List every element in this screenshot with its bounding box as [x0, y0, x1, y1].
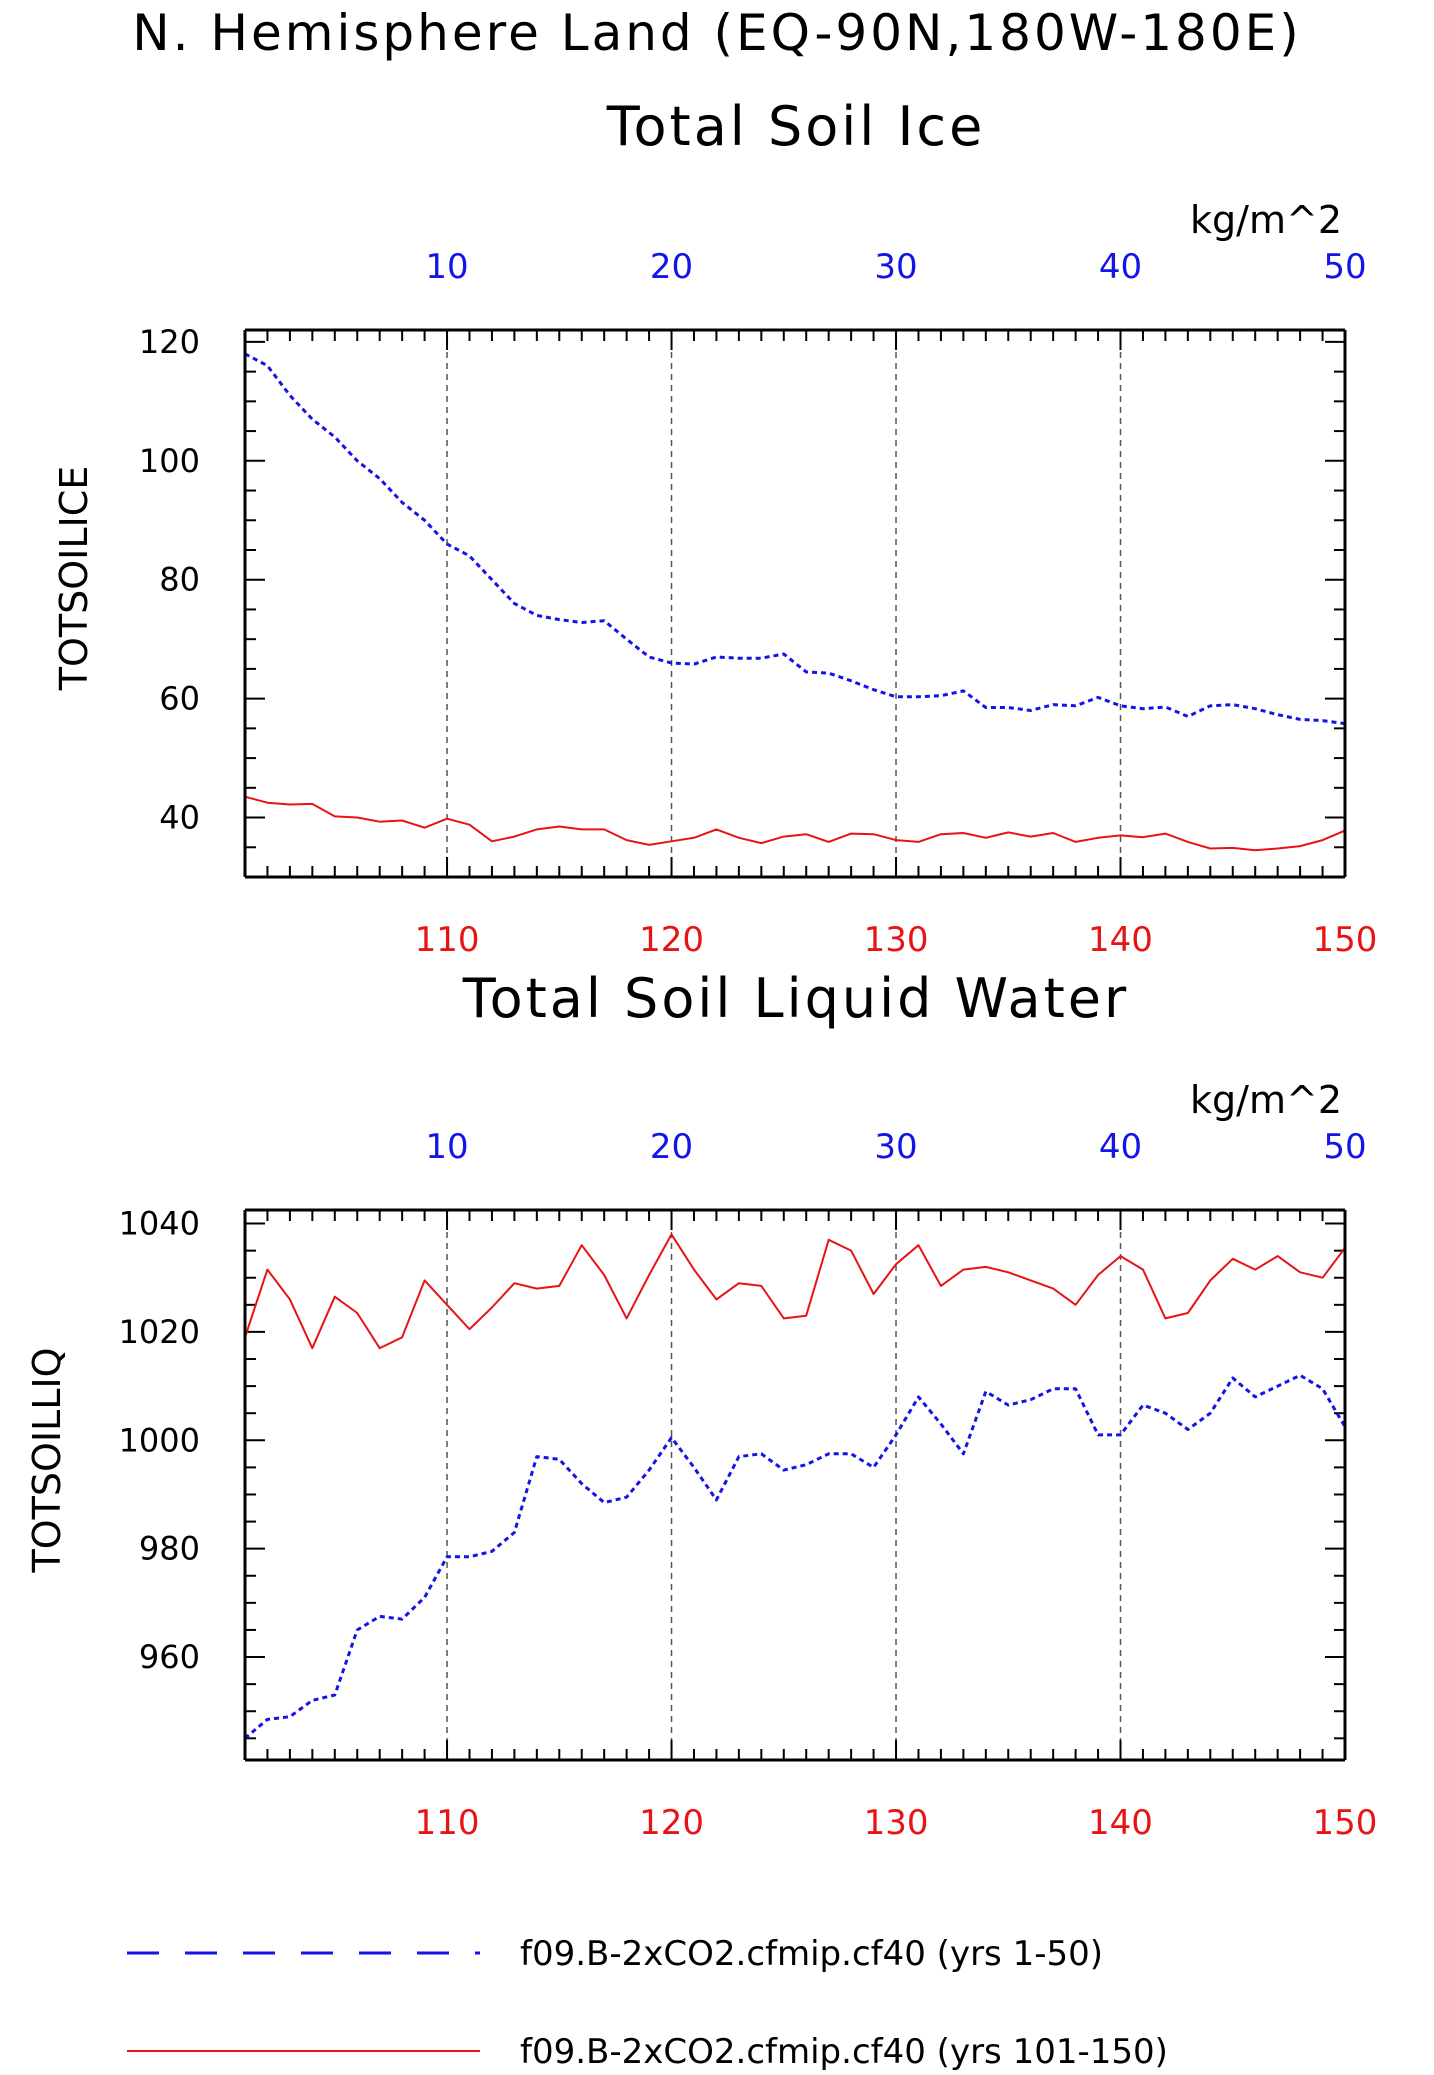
y-tick-label: 960 — [139, 1638, 200, 1676]
panel-title: Total Soil Ice — [606, 95, 986, 158]
x-bottom-tick-label: 110 — [415, 920, 480, 960]
x-bottom-tick-label: 140 — [1088, 1803, 1153, 1843]
legend-entry-label: f09.B-2xCO2.cfmip.cf40 (yrs 1-50) — [520, 1934, 1103, 1974]
series-line-yrs-101-150 — [244, 1233, 1346, 1350]
panel-total-soil-ice: Total Soil Ice kg/m^2 TOTSOILICE 10 20 30 4… — [52, 95, 1377, 960]
x-top-tick-label: 10 — [425, 1127, 468, 1167]
x-top-tick-label: 40 — [1099, 247, 1142, 287]
panel-title: Total Soil Liquid Water — [462, 967, 1129, 1030]
x-bottom-tick-label: 110 — [415, 1803, 480, 1843]
units-label: kg/m^2 — [1190, 198, 1342, 242]
x-top-tick-label: 10 — [425, 247, 468, 287]
x-top-tick-label: 50 — [1323, 247, 1366, 287]
x-top-tick-label: 30 — [874, 247, 917, 287]
x-bottom-tick-label: 120 — [639, 920, 704, 960]
y-tick-label: 1020 — [119, 1313, 200, 1351]
x-top-tick-label: 40 — [1099, 1127, 1142, 1167]
x-top-tick-label: 50 — [1323, 1127, 1366, 1167]
series-line-yrs-1-50 — [244, 352, 1346, 726]
x-bottom-tick-label: 120 — [639, 1803, 704, 1843]
x-top-tick-label: 20 — [650, 247, 693, 287]
y-axis-label: TOTSOILLIQ — [25, 1347, 69, 1573]
y-tick-label: 1000 — [119, 1421, 200, 1459]
y-tick-label: 1040 — [119, 1205, 200, 1243]
y-tick-label: 80 — [159, 561, 200, 599]
y-tick-label: 40 — [159, 799, 200, 837]
y-axis-label: TOTSOILICE — [52, 466, 96, 692]
x-top-tick-label: 20 — [650, 1127, 693, 1167]
x-bottom-tick-label: 130 — [864, 920, 929, 960]
y-tick-label: 100 — [139, 442, 200, 480]
legend: f09.B-2xCO2.cfmip.cf40 (yrs 1-50) f09.B-… — [127, 1934, 1168, 2072]
legend-entry-label: f09.B-2xCO2.cfmip.cf40 (yrs 101-150) — [520, 2032, 1168, 2072]
panel-total-soil-liquid-water: Total Soil Liquid Water kg/m^2 TOTSOILLI… — [25, 967, 1377, 1843]
units-label: kg/m^2 — [1190, 1078, 1342, 1122]
x-bottom-tick-label: 150 — [1313, 920, 1378, 960]
x-bottom-tick-label: 150 — [1313, 1803, 1378, 1843]
x-bottom-tick-label: 140 — [1088, 920, 1153, 960]
plot-area: 10 20 30 40 50 110 120 130 140 150 40 60 80 100 120 — [139, 247, 1378, 960]
figure-title: N. Hemisphere Land (EQ-90N,180W-180E) — [132, 4, 1302, 62]
y-tick-label: 60 — [159, 680, 200, 718]
y-tick-label: 980 — [139, 1530, 200, 1568]
series-line-yrs-1-50 — [244, 1373, 1347, 1740]
x-top-tick-label: 30 — [874, 1127, 917, 1167]
series-line-yrs-101-150 — [244, 795, 1346, 852]
x-bottom-tick-label: 130 — [864, 1803, 929, 1843]
y-tick-label: 120 — [139, 323, 200, 361]
